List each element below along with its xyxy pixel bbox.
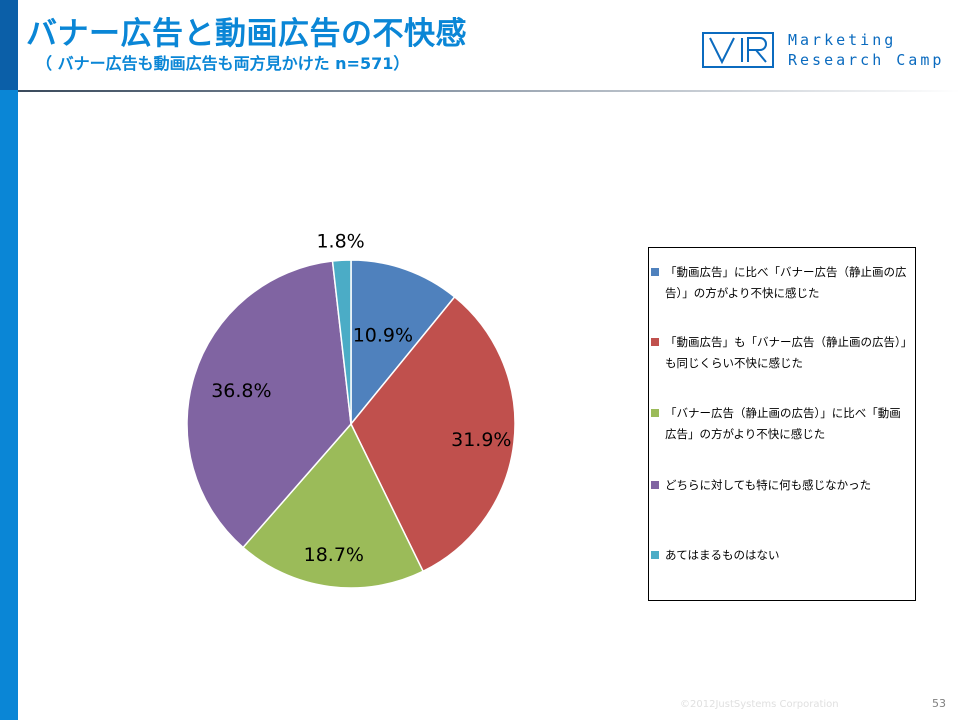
legend-label-line: 「動画広告」に比べ「バナー広告（静止画の広 bbox=[665, 265, 907, 279]
legend-swatch bbox=[651, 338, 659, 346]
legend-label-line: 告）」の方がより不快に感じた bbox=[665, 286, 820, 300]
left-accent-bar bbox=[0, 0, 18, 720]
slice-data-label: 1.8% bbox=[316, 231, 364, 253]
legend-label-line: も同じくらい不快に感じた bbox=[665, 356, 803, 370]
page-number: 53 bbox=[932, 697, 946, 710]
legend-swatch bbox=[651, 481, 659, 489]
legend-label: 「バナー広告（静止画の広告）」に比べ「動画 広告」の方がより不快に感じた bbox=[665, 403, 915, 445]
legend-label-line: 広告」の方がより不快に感じた bbox=[665, 427, 826, 441]
legend-swatch bbox=[651, 551, 659, 559]
copyright-text: ©2012JustSystems Corporation bbox=[680, 699, 839, 710]
legend-label: 「動画広告」に比べ「バナー広告（静止画の広 告）」の方がより不快に感じた bbox=[665, 262, 915, 304]
pie-slice bbox=[350, 259, 456, 427]
slice-data-label: 10.9% bbox=[353, 324, 413, 346]
legend-label-line: どちらに対しても特に何も感じなかった bbox=[665, 478, 872, 492]
slice-data-label: 31.9% bbox=[451, 429, 511, 451]
logo-line-1: Marketing bbox=[788, 31, 897, 49]
logo-text: Marketing Research Camp bbox=[788, 30, 944, 70]
page-subtitle: （ バナー広告も動画広告も両方見かけた n=571） bbox=[36, 54, 410, 73]
logo-line-2: Research Camp bbox=[788, 51, 945, 69]
pie-slice bbox=[186, 260, 352, 549]
legend-swatch bbox=[651, 268, 659, 276]
header-divider bbox=[18, 90, 960, 92]
slice-data-label: 36.8% bbox=[211, 380, 271, 402]
pie-slice bbox=[241, 422, 425, 589]
marketing-research-camp-logo: Marketing Research Camp bbox=[702, 30, 942, 74]
legend-swatch bbox=[651, 409, 659, 417]
legend-label-line: あてはまるものはない bbox=[665, 548, 780, 562]
vri-logo-mark bbox=[702, 32, 774, 68]
legend-label: どちらに対しても特に何も感じなかった bbox=[665, 475, 915, 496]
legend-label-line: 「動画広告」も「バナー広告（静止画の広告）」 bbox=[665, 335, 913, 349]
legend-label: 「動画広告」も「バナー広告（静止画の広告）」 も同じくらい不快に感じた bbox=[665, 332, 915, 374]
pie-slice bbox=[350, 295, 516, 573]
legend-label: あてはまるものはない bbox=[665, 545, 915, 566]
chart-legend: 「動画広告」に比べ「バナー広告（静止画の広 告）」の方がより不快に感じた 「動画… bbox=[648, 247, 916, 601]
page-title: バナー広告と動画広告の不快感 bbox=[26, 16, 467, 52]
pie-slice bbox=[331, 259, 352, 425]
legend-label-line: 「バナー広告（静止画の広告）」に比べ「動画 bbox=[665, 406, 901, 420]
left-accent-bar-top bbox=[0, 0, 18, 90]
slice-data-label: 18.7% bbox=[304, 544, 364, 566]
